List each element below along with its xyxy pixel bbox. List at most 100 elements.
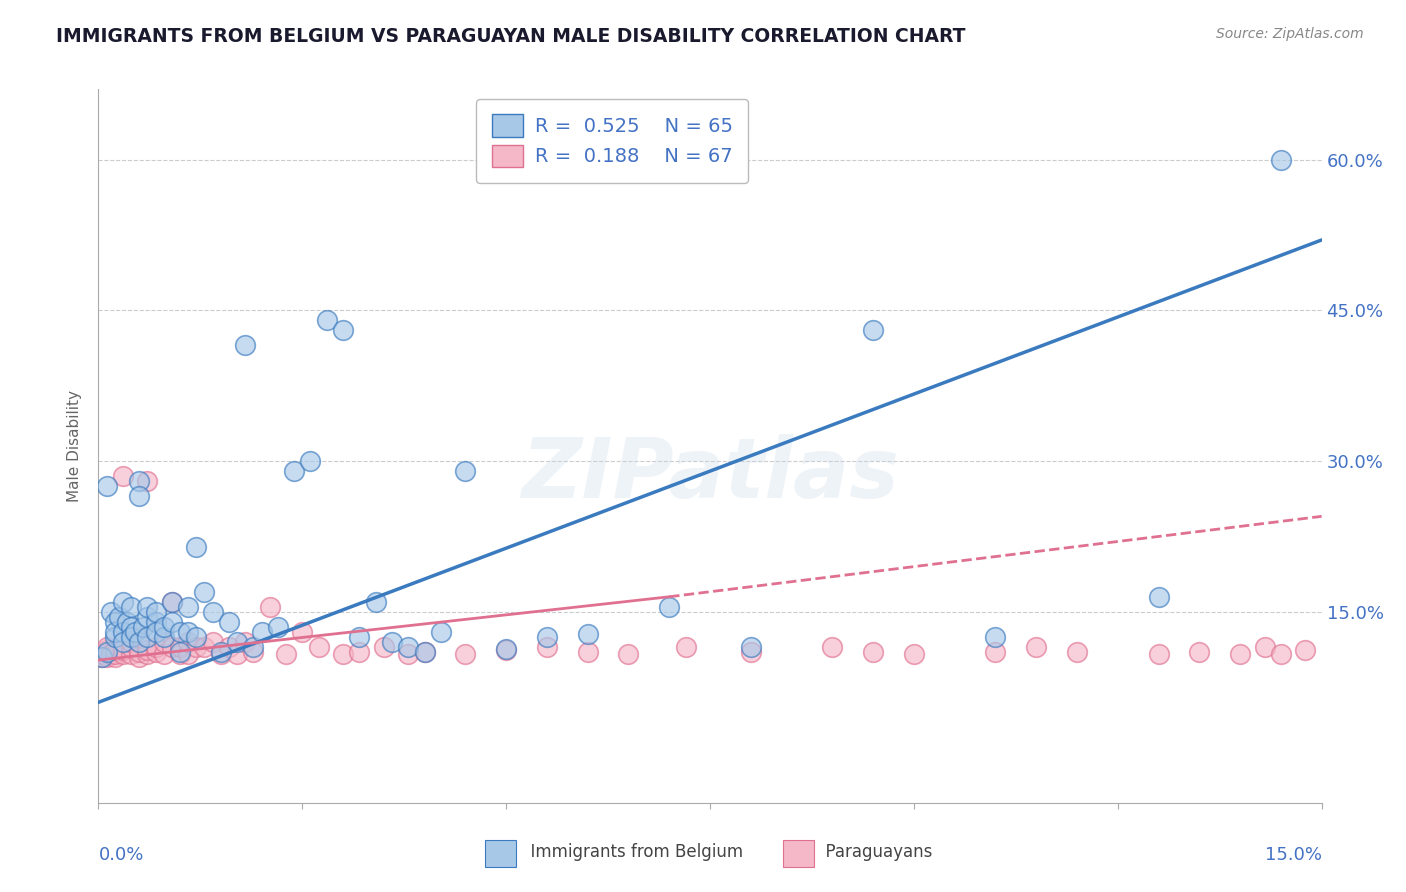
- Point: [373, 640, 395, 654]
- Point: [152, 635, 174, 649]
- Point: [267, 620, 290, 634]
- Point: [104, 630, 127, 644]
- Point: [124, 624, 146, 639]
- Point: [862, 645, 884, 659]
- Point: [242, 645, 264, 659]
- Point: [349, 630, 371, 644]
- Point: [96, 640, 118, 654]
- Point: [396, 647, 419, 661]
- Point: [617, 647, 640, 661]
- Point: [136, 630, 159, 644]
- Point: [160, 595, 183, 609]
- Point: [152, 620, 174, 634]
- Point: [1253, 640, 1275, 654]
- Point: [160, 640, 183, 654]
- Point: [136, 474, 159, 488]
- Point: [381, 635, 404, 649]
- Point: [91, 647, 114, 661]
- Point: [160, 615, 183, 629]
- Point: [862, 323, 884, 337]
- Point: [145, 624, 167, 639]
- Point: [740, 640, 762, 654]
- Point: [111, 647, 134, 661]
- Point: [250, 624, 273, 639]
- Point: [193, 584, 215, 599]
- Point: [177, 635, 200, 649]
- Point: [821, 640, 844, 654]
- Point: [226, 647, 249, 661]
- Text: Source: ZipAtlas.com: Source: ZipAtlas.com: [1216, 27, 1364, 41]
- Text: 0.0%: 0.0%: [98, 846, 143, 863]
- Point: [299, 454, 322, 468]
- Point: [454, 647, 477, 661]
- Point: [120, 640, 142, 654]
- Point: [128, 630, 150, 644]
- Point: [96, 645, 118, 659]
- Point: [108, 610, 131, 624]
- Point: [396, 640, 419, 654]
- Point: [104, 643, 127, 657]
- Point: [1066, 645, 1088, 659]
- Point: [984, 645, 1007, 659]
- Point: [128, 650, 150, 665]
- Point: [332, 323, 354, 337]
- Point: [90, 650, 112, 665]
- Point: [152, 647, 174, 661]
- Text: 15.0%: 15.0%: [1264, 846, 1322, 863]
- Point: [100, 647, 122, 661]
- Point: [169, 645, 191, 659]
- Point: [233, 635, 256, 649]
- Point: [145, 640, 167, 654]
- Point: [291, 624, 314, 639]
- Point: [177, 599, 200, 614]
- Point: [536, 630, 558, 644]
- Text: IMMIGRANTS FROM BELGIUM VS PARAGUAYAN MALE DISABILITY CORRELATION CHART: IMMIGRANTS FROM BELGIUM VS PARAGUAYAN MA…: [56, 27, 966, 45]
- Point: [136, 610, 159, 624]
- Point: [186, 640, 208, 654]
- Point: [120, 620, 142, 634]
- Point: [308, 640, 330, 654]
- Point: [201, 635, 224, 649]
- Point: [111, 624, 134, 639]
- Point: [145, 615, 167, 629]
- Point: [177, 647, 200, 661]
- Point: [120, 635, 142, 649]
- Point: [136, 643, 159, 657]
- Point: [177, 624, 200, 639]
- Text: ZIPatlas: ZIPatlas: [522, 434, 898, 515]
- Point: [536, 640, 558, 654]
- Point: [332, 647, 354, 661]
- Point: [104, 615, 127, 629]
- Point: [96, 650, 118, 665]
- Point: [209, 647, 232, 661]
- Point: [413, 645, 436, 659]
- Point: [1270, 153, 1292, 167]
- Point: [413, 645, 436, 659]
- Y-axis label: Male Disability: Male Disability: [67, 390, 83, 502]
- Point: [274, 647, 297, 661]
- Point: [576, 627, 599, 641]
- Point: [115, 615, 138, 629]
- Point: [128, 489, 150, 503]
- Point: [576, 645, 599, 659]
- Point: [495, 643, 517, 657]
- Point: [111, 595, 134, 609]
- Point: [120, 599, 142, 614]
- Point: [218, 640, 240, 654]
- Point: [283, 464, 305, 478]
- Point: [128, 635, 150, 649]
- Point: [145, 605, 167, 619]
- Point: [136, 647, 159, 661]
- Point: [100, 605, 122, 619]
- Point: [128, 474, 150, 488]
- Point: [218, 615, 240, 629]
- Point: [104, 647, 127, 661]
- Point: [495, 642, 517, 657]
- Point: [96, 479, 118, 493]
- Point: [152, 630, 174, 644]
- Text: Immigrants from Belgium: Immigrants from Belgium: [520, 843, 744, 861]
- Point: [349, 645, 371, 659]
- Point: [233, 338, 256, 352]
- Point: [120, 647, 142, 661]
- Point: [1270, 647, 1292, 661]
